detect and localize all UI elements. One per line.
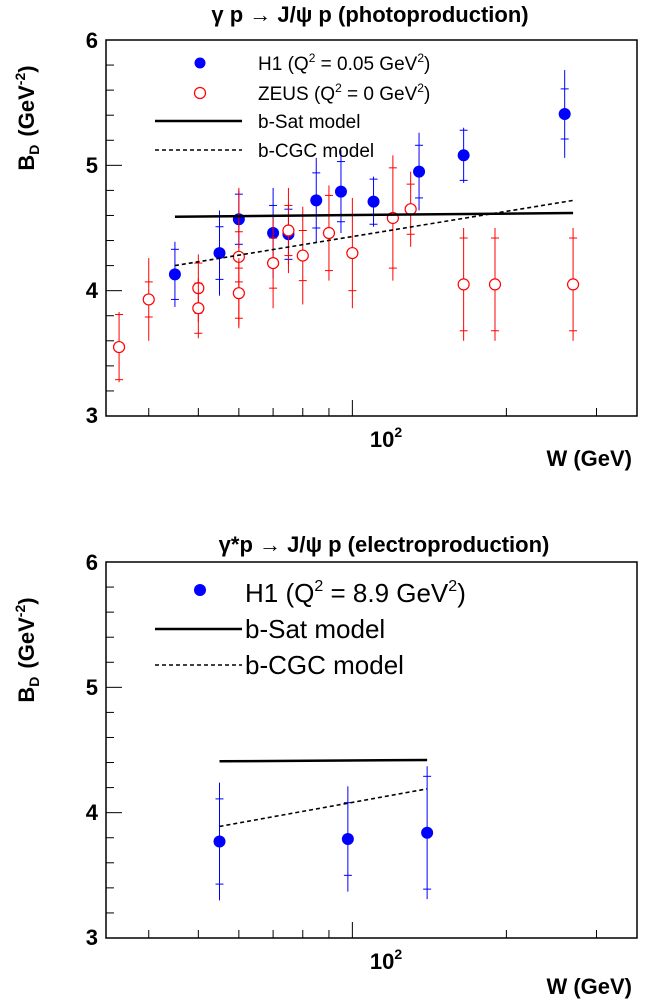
x-axis-label: W (GeV) <box>546 974 632 999</box>
zeus-data-point <box>282 224 295 237</box>
zeus-data-point <box>267 256 280 270</box>
y-tick-label: 5 <box>86 675 98 700</box>
y-tick-label: 5 <box>86 153 98 178</box>
bsat-model-line <box>174 211 574 218</box>
zeus-data-point <box>192 302 205 315</box>
zeus-data-point <box>296 249 309 262</box>
h1-data-point <box>367 195 380 208</box>
h1-data-point <box>558 107 571 120</box>
electroproduction-panel: γ*p → J/ψ p (electroproduction) BD(GeV-2… <box>12 532 638 999</box>
h1-data-point <box>213 835 226 848</box>
zeus-data-point <box>457 278 470 291</box>
bcgc-model-line <box>174 199 574 267</box>
h1-data-point <box>310 194 323 207</box>
legend-zeus-marker <box>193 86 207 100</box>
chart-title: γ p → J/ψ p (photoproduction) <box>211 2 528 27</box>
h1-data-point <box>421 826 434 839</box>
y-tick-label: 3 <box>86 403 98 428</box>
zeus-data-point <box>322 226 336 240</box>
zeus-data-point <box>404 203 417 216</box>
plot-frame <box>105 39 638 417</box>
h1-data-point <box>168 268 181 281</box>
data-marks <box>213 758 434 901</box>
legend: H1 (Q2 = 8.9 GeV2) b-Sat model b-CGC mod… <box>155 578 466 680</box>
zeus-data-point <box>232 287 245 300</box>
y-axis-label: BD(GeV-2) <box>12 597 42 702</box>
y-tick-label: 3 <box>86 925 98 950</box>
legend: H1 (Q2 = 0.05 GeV2) ZEUS (Q2 = 0 GeV2) b… <box>155 51 430 162</box>
h1-data-point <box>341 832 354 845</box>
legend-h1-label: H1 (Q2 = 0.05 GeV2) <box>258 51 430 75</box>
legend-h1-label: H1 (Q2 = 8.9 GeV2) <box>245 578 466 608</box>
y-tick-label: 4 <box>86 800 99 825</box>
h1-data-point <box>334 185 347 198</box>
chart-title: γ*p → J/ψ p (electroproduction) <box>219 532 550 557</box>
axis-ticks <box>106 39 597 417</box>
bcgc-model-line <box>219 788 428 828</box>
zeus-data-point <box>488 278 502 291</box>
h1-data-point <box>413 165 426 178</box>
zeus-data-point <box>566 278 580 291</box>
plot-frame <box>105 561 638 939</box>
y-tick-label: 6 <box>86 28 98 53</box>
h1-data-point <box>457 149 470 162</box>
h1-data-point <box>213 247 226 260</box>
legend-h1-marker <box>194 584 206 596</box>
zeus-data-point <box>346 246 359 260</box>
x-tick-label: 102 <box>370 946 402 974</box>
legend-bsat-label: b-Sat model <box>258 112 360 133</box>
y-tick-label: 4 <box>86 278 99 303</box>
photoproduction-panel: γ p → J/ψ p (photoproduction) BD(GeV-2) … <box>12 2 638 471</box>
x-tick-label: 102 <box>370 424 402 452</box>
zeus-data-point <box>142 293 155 306</box>
legend-bsat-label: b-Sat model <box>245 614 385 644</box>
zeus-data-point <box>112 340 126 354</box>
x-axis-label: W (GeV) <box>546 446 632 471</box>
legend-bcgc-label: b-CGC model <box>245 650 404 680</box>
bsat-model-line <box>219 758 428 763</box>
data-marks <box>112 70 580 383</box>
legend-zeus-label: ZEUS (Q2 = 0 GeV2) <box>258 81 430 105</box>
y-axis-label: BD(GeV-2) <box>12 65 42 170</box>
y-tick-label: 6 <box>86 550 98 575</box>
axis-ticks <box>106 561 597 939</box>
legend-h1-marker <box>194 57 206 69</box>
legend-bcgc-label: b-CGC model <box>258 141 374 162</box>
